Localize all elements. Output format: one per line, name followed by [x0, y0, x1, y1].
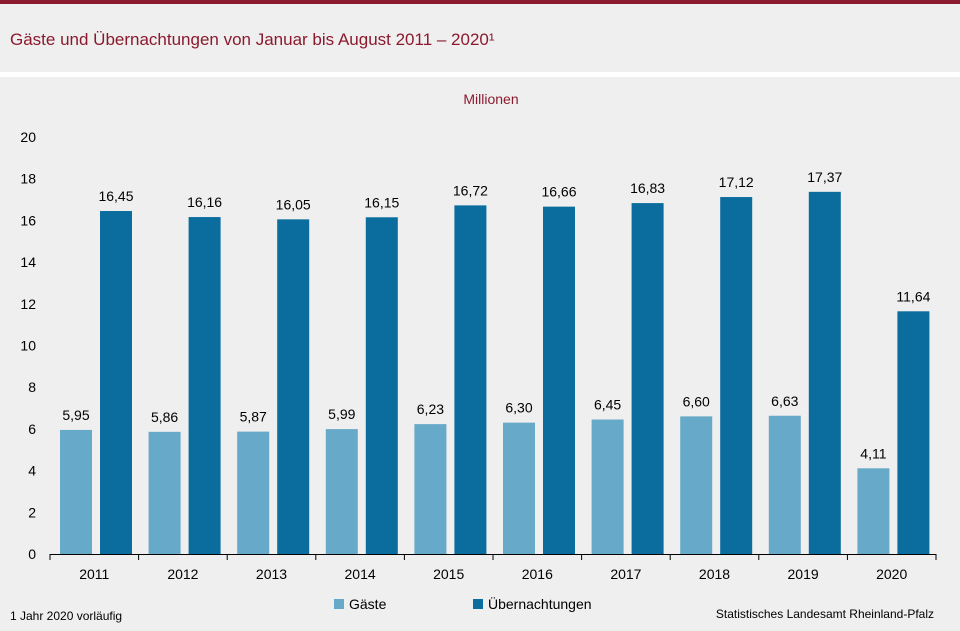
top-rule	[0, 0, 960, 4]
unit-label: Millionen	[463, 91, 518, 107]
header: Gäste und Übernachtungen von Januar bis …	[0, 4, 960, 72]
x-tick-label: 2013	[256, 566, 287, 582]
footnote: 1 Jahr 2020 vorläufig	[10, 609, 123, 623]
data-label: 6,23	[417, 401, 444, 417]
data-label: 4,11	[860, 445, 886, 461]
bar-gaeste	[503, 422, 535, 554]
data-label: 6,45	[594, 397, 621, 413]
data-label: 16,05	[276, 196, 311, 212]
bar-gaeste	[60, 429, 92, 554]
bar-uebernachtungen	[454, 205, 487, 554]
legend: Gäste Übernachtungen	[0, 596, 960, 614]
legend-swatch-uebernachtungen	[473, 599, 483, 609]
y-tick-label: 2	[28, 504, 36, 520]
data-label: 16,45	[98, 188, 133, 204]
x-tick-label: 2018	[699, 566, 730, 582]
x-tick-label: 2014	[345, 566, 376, 582]
y-tick-label: 4	[28, 463, 36, 479]
x-tick-label: 2020	[876, 566, 907, 582]
bar-uebernachtungen	[277, 219, 310, 555]
data-label: 6,30	[505, 400, 532, 416]
y-tick-label: 8	[28, 379, 36, 395]
x-tick-label: 2012	[167, 566, 198, 582]
bar-gaeste	[768, 415, 801, 554]
legend-label-uebernachtungen: Übernachtungen	[488, 596, 592, 612]
bar-gaeste	[680, 416, 713, 554]
bar-uebernachtungen	[897, 311, 930, 554]
x-tick-label: 2011	[79, 566, 109, 582]
data-label: 6,60	[683, 393, 710, 409]
bar-gaeste	[414, 424, 447, 554]
y-tick-label: 6	[28, 421, 36, 437]
bar-uebernachtungen	[188, 217, 221, 554]
y-tick-label: 10	[20, 338, 36, 354]
y-tick-label: 16	[20, 212, 36, 228]
legend-item-gaeste: Gäste	[334, 596, 386, 612]
data-label: 16,15	[364, 194, 399, 210]
bar-uebernachtungen	[100, 211, 132, 554]
data-label: 5,86	[151, 409, 178, 425]
bar-uebernachtungen	[543, 206, 575, 554]
data-label: 6,63	[771, 393, 798, 409]
legend-label-gaeste: Gäste	[349, 596, 387, 612]
bar-gaeste	[237, 431, 270, 554]
x-tick-label: 2019	[788, 566, 819, 582]
y-tick-label: 20	[20, 129, 36, 145]
x-tick-label: 2015	[433, 566, 464, 582]
bar-gaeste	[857, 468, 890, 554]
data-label: 16,66	[541, 184, 576, 200]
data-label: 16,16	[187, 194, 222, 210]
bar-uebernachtungen	[808, 191, 841, 554]
chart-title: Gäste und Übernachtungen von Januar bis …	[10, 30, 495, 49]
bar-gaeste	[591, 419, 624, 554]
bar-gaeste	[325, 429, 358, 554]
legend-item-uebernachtungen: Übernachtungen	[473, 596, 592, 612]
source-note: Statistisches Landesamt Rheinland-Pfalz	[715, 607, 934, 621]
data-label: 5,87	[240, 409, 267, 425]
data-label: 17,37	[807, 169, 842, 185]
bar-uebernachtungen	[631, 203, 664, 555]
bar-uebernachtungen	[365, 217, 398, 554]
y-tick-label: 12	[20, 296, 36, 312]
data-label: 5,95	[62, 407, 89, 423]
y-tick-label: 14	[20, 254, 36, 270]
data-label: 16,83	[630, 180, 665, 196]
bar-gaeste	[148, 431, 181, 554]
x-tick-label: 2017	[610, 566, 641, 582]
data-label: 17,12	[719, 174, 754, 190]
y-tick-label: 0	[28, 546, 36, 562]
x-tick-label: 2016	[522, 566, 553, 582]
data-label: 5,99	[328, 406, 355, 422]
legend-swatch-gaeste	[334, 599, 344, 609]
bar-uebernachtungen	[720, 197, 753, 554]
data-label: 16,72	[453, 182, 488, 198]
data-label: 11,64	[896, 288, 930, 304]
y-tick-label: 18	[20, 171, 36, 187]
